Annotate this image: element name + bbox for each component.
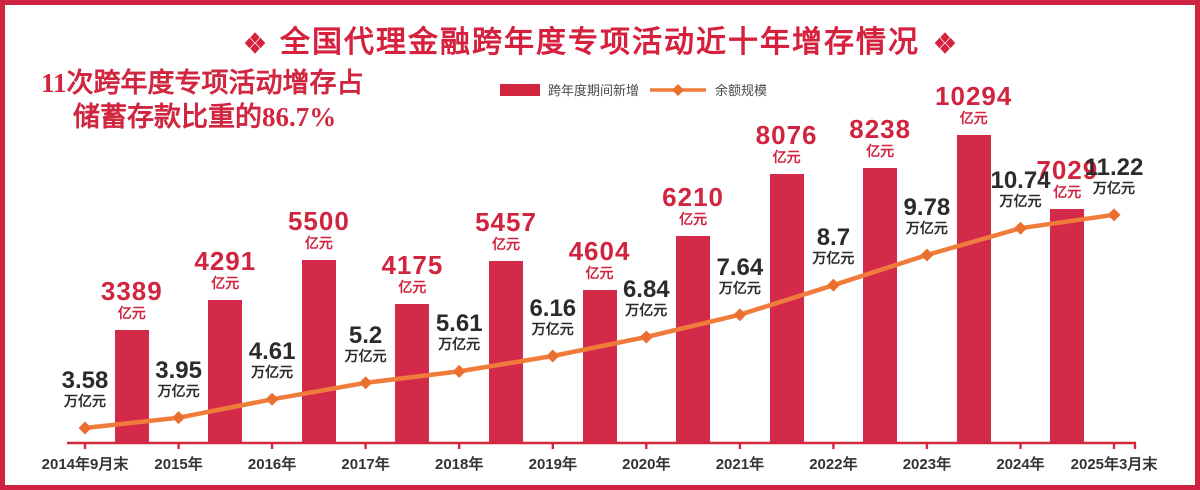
line-marker-2: [265, 392, 279, 406]
highlight-note: 11次跨年度专项活动增存占 储蓄存款比重的86.7%: [41, 67, 364, 135]
x-axis-label-1: 2015年: [154, 456, 203, 473]
line-marker-10: [1014, 221, 1027, 235]
line-marker-6: [639, 330, 653, 344]
bar-segment-1: [208, 299, 243, 443]
legend: 跨年度期间新增 余额规模: [500, 80, 777, 99]
chart-area: 3389 亿元 4291 亿元 5500 亿元 4175 亿元 5457 亿元 4604 亿元 6210…: [5, 5, 1195, 485]
bar-segment-9: [956, 135, 991, 443]
highlight-note-line2: 储蓄存款比重的86.7%: [73, 101, 337, 132]
x-axis-label-7: 2021年: [715, 456, 765, 473]
four-diamond-icon: [244, 32, 266, 54]
legend-label-line: 余额规模: [715, 83, 768, 98]
bar-segment-4: [489, 261, 523, 443]
four-diamond-icon: [934, 32, 956, 54]
bar-series-swatch-icon: [500, 83, 540, 96]
line-marker-7: [733, 308, 747, 322]
line-series-swatch-icon: [650, 83, 707, 96]
bar-segment-7: [769, 173, 804, 443]
balance-line: [84, 212, 1115, 431]
line-marker-0: [78, 421, 92, 435]
x-axis-label-3: 2017年: [341, 456, 390, 473]
line-marker-11: [1107, 208, 1121, 222]
x-axis-label-11: 2025年3月末: [1070, 456, 1158, 473]
bar-segment-8: [863, 168, 898, 443]
bar-segment-2: [301, 259, 336, 443]
line-marker-4: [452, 364, 466, 378]
x-axis-label-6: 2020年: [622, 456, 671, 473]
line-marker-5: [546, 349, 560, 363]
bar-segment-10: [1050, 208, 1085, 443]
legend-label-bar: 跨年度期间新增: [548, 83, 640, 98]
x-axis-label-0: 2014年9月末: [41, 456, 129, 473]
bar-segment-5: [582, 289, 617, 443]
highlight-note-line1: 11次跨年度专项活动增存占: [41, 68, 364, 98]
page-title: 全国代理金融跨年度专项活动近十年增存情况: [5, 17, 1195, 61]
x-axis-label-10: 2024年: [996, 456, 1045, 473]
x-axis-label-8: 2022年: [809, 456, 858, 473]
line-marker-1: [172, 411, 186, 425]
x-axis-label-5: 2019年: [528, 456, 577, 473]
x-axis-label-2: 2016年: [247, 456, 297, 473]
trend-line-svg: [67, 208, 1137, 449]
bar-segment-6: [676, 235, 711, 443]
line-marker-3: [359, 376, 373, 390]
line-marker-8: [826, 278, 840, 292]
page-title-text: 全国代理金融跨年度专项活动近十年增存情况: [280, 26, 920, 59]
line-marker-9: [920, 248, 934, 262]
x-axis-label-4: 2018年: [435, 456, 484, 473]
x-axis: [67, 441, 1137, 449]
bar-segment-3: [395, 303, 430, 443]
x-axis-label-9: 2023年: [902, 456, 952, 473]
